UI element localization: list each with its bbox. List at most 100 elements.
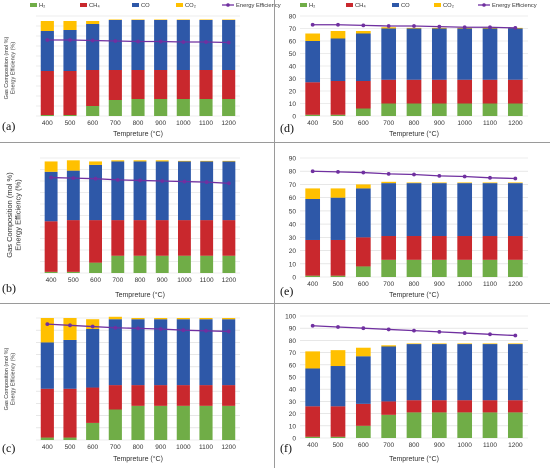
bar-co-1200 (507, 344, 523, 401)
bar-h2-600 (355, 425, 371, 438)
legend-item: CH₄ (80, 3, 100, 9)
bar-ch4-700 (381, 236, 397, 260)
bar-h2-1100 (199, 99, 213, 116)
bar-co-900 (431, 183, 447, 237)
legend-swatch (346, 3, 353, 7)
bar-co2-1100 (199, 19, 213, 20)
bar-h2-400 (305, 436, 321, 438)
bar-h2-1100 (482, 412, 498, 438)
x-tick-label: 700 (112, 277, 123, 284)
bar-co2-700 (381, 345, 397, 347)
energy-efficiency-point (136, 326, 140, 331)
bar-h2-600 (355, 108, 371, 116)
energy-efficiency-point (386, 171, 391, 176)
bar-h2-400 (305, 275, 321, 277)
bar-co-1000 (178, 161, 191, 221)
bar-co-600 (89, 164, 102, 221)
bar-h2-1200 (222, 99, 236, 116)
bar-co2-400 (40, 318, 54, 343)
panel-label: (b) (2, 281, 16, 295)
x-axis-title: Tempreture (°C) (389, 130, 439, 138)
bar-ch4-800 (131, 385, 145, 406)
bar-ch4-700 (381, 79, 397, 104)
bar-ch4-800 (406, 400, 422, 413)
bar-co2-1100 (482, 182, 498, 184)
energy-efficiency-point (488, 332, 492, 337)
energy-efficiency-point (488, 25, 492, 30)
energy-efficiency-point (513, 25, 518, 30)
bar-h2-900 (155, 255, 169, 273)
bar-co-400 (305, 368, 321, 407)
bar-co2-600 (86, 319, 100, 329)
x-tick-label: 1100 (199, 444, 213, 451)
energy-efficiency-point (488, 175, 492, 180)
x-tick-label: 1000 (177, 277, 192, 284)
y-tick-label: 100 (285, 314, 296, 321)
energy-efficiency-point (90, 38, 95, 43)
bar-co-600 (355, 356, 371, 404)
bar-h2-900 (154, 99, 168, 116)
bar-co-800 (133, 161, 147, 221)
y-tick-label: 70 (289, 26, 297, 33)
y-tick-label: 70 (289, 350, 297, 357)
bar-co-500 (63, 339, 77, 389)
bar-co2-600 (86, 21, 100, 24)
energy-efficiency-point (462, 331, 467, 335)
x-tick-label: 600 (90, 277, 101, 284)
bar-ch4-800 (406, 236, 422, 260)
x-tick-label: 800 (409, 281, 420, 288)
energy-efficiency-point (310, 22, 315, 27)
legend-label: CO (141, 3, 150, 9)
energy-efficiency-point (336, 325, 340, 329)
energy-efficiency-point (412, 172, 416, 177)
bar-h2-400 (305, 114, 321, 116)
y-tick-label: 10 (289, 101, 297, 108)
bar-co2-400 (40, 21, 54, 31)
energy-efficiency-point (412, 328, 416, 333)
x-tick-label: 800 (133, 120, 144, 127)
legend-item: CO₂ (434, 3, 454, 9)
bar-co-1000 (176, 20, 190, 70)
energy-efficiency-point (361, 170, 366, 175)
y-tick-label: 60 (289, 195, 297, 202)
bar-ch4-400 (40, 71, 54, 115)
bar-co-800 (406, 28, 422, 80)
energy-efficiency-point (386, 327, 391, 332)
bar-h2-800 (131, 405, 145, 440)
bar-co-1000 (457, 28, 473, 80)
x-tick-label: 1100 (200, 277, 214, 284)
energy-efficiency-point (136, 39, 140, 44)
bar-co-1100 (482, 28, 498, 80)
y-tick-label: 90 (289, 326, 297, 333)
bar-ch4-1200 (507, 236, 523, 260)
bar-co2-600 (355, 184, 371, 189)
bar-ch4-600 (355, 403, 371, 426)
bar-co-900 (155, 161, 169, 221)
bar-ch4-500 (330, 239, 346, 276)
bar-co-800 (406, 183, 422, 237)
bar-h2-1000 (178, 255, 191, 273)
panel-divider-vertical (274, 0, 275, 468)
bar-ch4-1100 (482, 236, 498, 260)
bar-ch4-900 (431, 400, 447, 413)
bar-h2-900 (431, 103, 447, 116)
bar-co-1100 (482, 344, 498, 401)
bar-co2-1000 (176, 318, 190, 320)
bar-h2-700 (381, 414, 397, 438)
energy-efficiency-point (412, 24, 416, 28)
x-tick-label: 900 (434, 120, 445, 127)
x-tick-label: 900 (157, 277, 168, 284)
x-tick-label: 800 (133, 444, 144, 451)
bar-ch4-900 (154, 385, 168, 406)
bar-h2-800 (406, 259, 422, 277)
x-tick-label: 800 (409, 120, 420, 127)
bar-h2-900 (154, 405, 168, 440)
x-tick-label: 1100 (483, 120, 497, 127)
bar-h2-1200 (507, 412, 523, 438)
bar-co2-500 (330, 188, 346, 198)
x-tick-label: 1000 (457, 281, 472, 288)
legend-marker (226, 3, 230, 7)
bar-h2-500 (330, 436, 346, 438)
energy-efficiency-point (462, 25, 467, 30)
bar-ch4-1000 (457, 236, 473, 260)
